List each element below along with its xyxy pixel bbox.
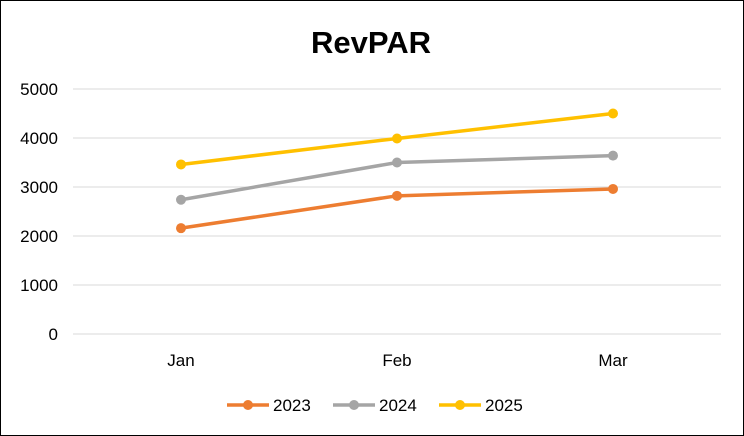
x-tick-label: Mar — [598, 351, 628, 370]
data-point-2023-Feb — [392, 190, 402, 201]
data-point-2025-Jan — [176, 159, 186, 170]
y-tick-label: 0 — [49, 325, 58, 344]
legend-label: 2025 — [485, 396, 523, 415]
data-point-2025-Mar — [608, 108, 618, 119]
x-tick-label: Jan — [167, 351, 194, 370]
legend-swatch-marker — [349, 400, 359, 410]
y-tick-label: 4000 — [20, 129, 58, 148]
gridlines — [73, 88, 721, 335]
x-tick-label: Feb — [382, 351, 411, 370]
legend-label: 2024 — [379, 396, 417, 415]
y-tick-label: 1000 — [20, 276, 58, 295]
data-point-2024-Jan — [176, 194, 186, 205]
y-tick-label: 2000 — [20, 227, 58, 246]
legend-swatch-marker — [455, 400, 465, 410]
legend-label: 2023 — [273, 396, 311, 415]
data-point-2024-Feb — [392, 157, 402, 168]
legend-swatch-marker — [243, 400, 253, 410]
y-tick-label: 5000 — [20, 80, 58, 99]
legend: 2023 2024 2025 — [227, 396, 523, 415]
legend-item-2024: 2024 — [333, 396, 417, 415]
chart-title: RevPAR — [311, 25, 431, 60]
legend-item-2023: 2023 — [227, 396, 311, 415]
data-point-2025-Feb — [392, 133, 402, 144]
y-tick-label: 3000 — [20, 178, 58, 197]
data-point-2023-Mar — [608, 183, 618, 194]
y-axis-ticks: 0 1000 2000 3000 4000 5000 — [20, 80, 58, 344]
data-point-2024-Mar — [608, 150, 618, 161]
series-lines — [176, 108, 618, 234]
legend-item-2025: 2025 — [439, 396, 523, 415]
data-point-2023-Jan — [176, 223, 186, 234]
x-axis-ticks: Jan Feb Mar — [167, 351, 628, 370]
